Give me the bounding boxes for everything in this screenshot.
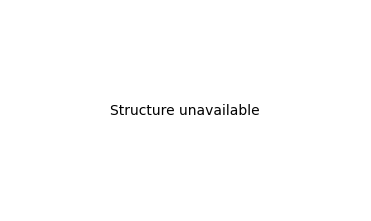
Text: Structure unavailable: Structure unavailable [110, 104, 260, 118]
